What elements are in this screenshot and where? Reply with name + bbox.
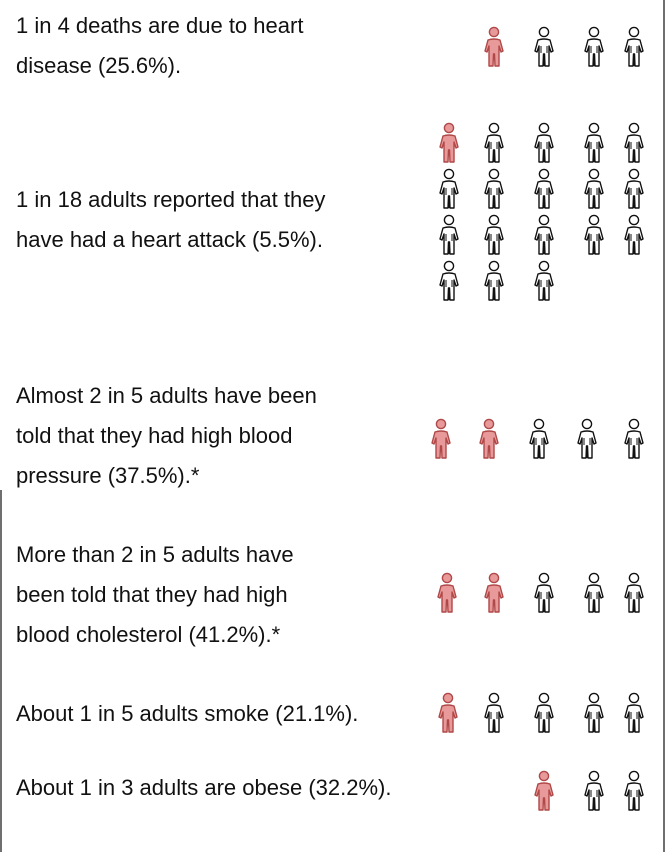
person-outline-icon bbox=[584, 26, 604, 67]
person-outline-icon bbox=[484, 214, 504, 255]
person-highlighted-icon bbox=[484, 572, 504, 613]
person-outline-icon bbox=[534, 260, 554, 301]
person-outline-icon bbox=[584, 572, 604, 613]
person-outline-icon bbox=[484, 168, 504, 209]
person-highlighted-icon bbox=[437, 572, 457, 613]
stat-text: Almost 2 in 5 adults have been told that… bbox=[16, 383, 317, 488]
person-outline-icon bbox=[584, 122, 604, 163]
person-highlighted-icon bbox=[431, 418, 451, 459]
person-outline-icon bbox=[584, 168, 604, 209]
person-highlighted-icon bbox=[484, 26, 504, 67]
person-outline-icon bbox=[484, 260, 504, 301]
stat-text: About 1 in 5 adults smoke (21.1%). bbox=[16, 701, 359, 726]
left-border bbox=[0, 490, 2, 852]
person-outline-icon bbox=[624, 692, 644, 733]
person-outline-icon bbox=[624, 214, 644, 255]
person-outline-icon bbox=[584, 692, 604, 733]
person-outline-icon bbox=[624, 168, 644, 209]
person-outline-icon bbox=[534, 122, 554, 163]
person-outline-icon bbox=[534, 26, 554, 67]
person-outline-icon bbox=[439, 168, 459, 209]
person-outline-icon bbox=[584, 770, 604, 811]
person-outline-icon bbox=[534, 168, 554, 209]
person-highlighted-icon bbox=[439, 122, 459, 163]
person-outline-icon bbox=[439, 214, 459, 255]
person-highlighted-icon bbox=[534, 770, 554, 811]
person-outline-icon bbox=[534, 692, 554, 733]
person-outline-icon bbox=[439, 260, 459, 301]
person-outline-icon bbox=[534, 572, 554, 613]
right-border bbox=[663, 0, 665, 852]
person-highlighted-icon bbox=[479, 418, 499, 459]
person-outline-icon bbox=[484, 692, 504, 733]
person-outline-icon bbox=[529, 418, 549, 459]
person-outline-icon bbox=[624, 26, 644, 67]
person-outline-icon bbox=[624, 418, 644, 459]
stat-text: More than 2 in 5 adults have been told t… bbox=[16, 542, 294, 647]
person-outline-icon bbox=[484, 122, 504, 163]
stat-text: About 1 in 3 adults are obese (32.2%). bbox=[16, 775, 392, 800]
stat-text: 1 in 18 adults reported that they have h… bbox=[16, 187, 326, 252]
person-outline-icon bbox=[534, 214, 554, 255]
person-outline-icon bbox=[584, 214, 604, 255]
person-outline-icon bbox=[624, 770, 644, 811]
person-outline-icon bbox=[577, 418, 597, 459]
person-outline-icon bbox=[624, 572, 644, 613]
person-outline-icon bbox=[624, 122, 644, 163]
person-highlighted-icon bbox=[438, 692, 458, 733]
stat-text: 1 in 4 deaths are due to heart disease (… bbox=[16, 13, 304, 78]
